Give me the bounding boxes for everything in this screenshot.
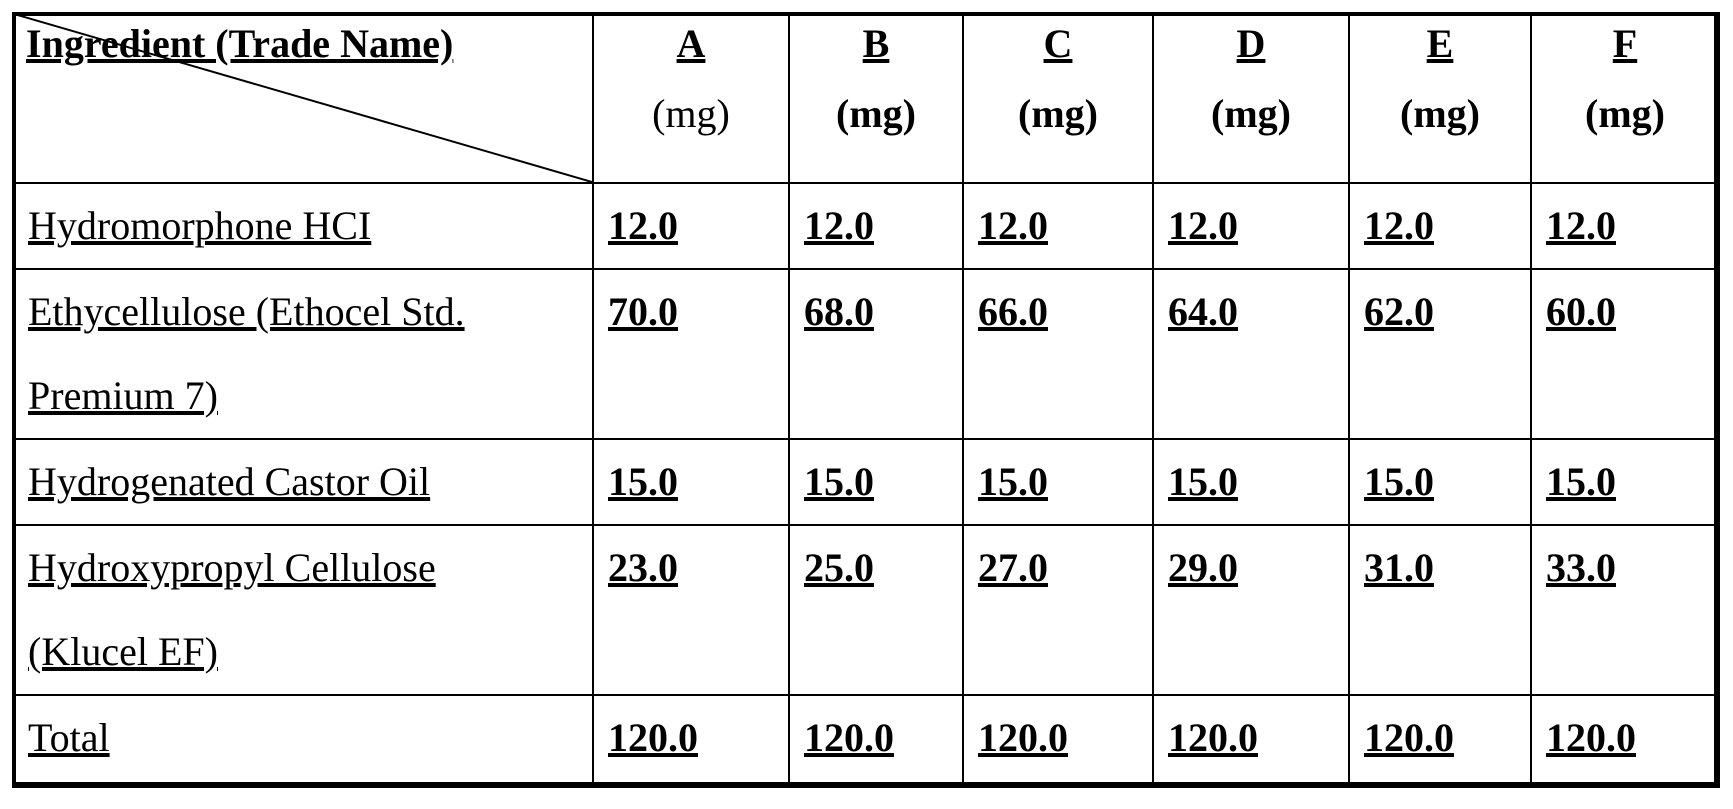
total-label: Total [28, 715, 110, 760]
ingredient-name-line-1: Ethycellulose (Ethocel Std. [28, 289, 465, 334]
column-unit: (mg) [1585, 91, 1665, 136]
column-unit: (mg) [652, 91, 730, 136]
ingredient-cell: Hydroxypropyl Cellulose (Klucel EF) [12, 524, 594, 696]
column-letter: F [1612, 21, 1638, 66]
column-header-d: D (mg) [1152, 12, 1350, 184]
value-cell: 33.0 [1530, 524, 1720, 696]
total-value-cell: 120.0 [788, 694, 964, 788]
column-letter: C [1043, 21, 1073, 66]
value-cell: 60.0 [1530, 268, 1720, 440]
value-cell: 12.0 [788, 182, 964, 270]
value-cell: 68.0 [788, 268, 964, 440]
total-value-cell: 120.0 [592, 694, 790, 788]
table-outer-border [12, 12, 1718, 786]
column-unit: (mg) [1018, 91, 1098, 136]
value-cell: 15.0 [1348, 438, 1532, 526]
column-header-a: A (mg) [592, 12, 790, 184]
table-row: Ethycellulose (Ethocel Std. Premium 7) 7… [12, 268, 1720, 440]
column-unit: (mg) [1400, 91, 1480, 136]
header-row: Ingredient (Trade Name) A (mg) B (mg) C … [12, 12, 1720, 184]
ingredient-cell: Hydrogenated Castor Oil [12, 438, 594, 526]
ingredient-name-line-1: Hydroxypropyl Cellulose [28, 545, 436, 590]
formulation-table: Ingredient (Trade Name) A (mg) B (mg) C … [12, 12, 1720, 788]
value-cell: 70.0 [592, 268, 790, 440]
ingredient-cell: Ethycellulose (Ethocel Std. Premium 7) [12, 268, 594, 440]
column-unit: (mg) [1211, 91, 1291, 136]
column-letter: E [1426, 21, 1454, 66]
ingredient-cell: Hydromorphone HCI [12, 182, 594, 270]
value-cell: 12.0 [1152, 182, 1350, 270]
value-cell: 15.0 [788, 438, 964, 526]
value-cell: 15.0 [1152, 438, 1350, 526]
total-value-cell: 120.0 [1530, 694, 1720, 788]
value-cell: 62.0 [1348, 268, 1532, 440]
value-cell: 25.0 [788, 524, 964, 696]
column-header-e: E (mg) [1348, 12, 1532, 184]
ingredient-name-line-2: Premium 7) [28, 373, 218, 418]
ingredient-name: Hydrogenated Castor Oil [28, 459, 431, 504]
column-header-c: C (mg) [962, 12, 1154, 184]
value-cell: 31.0 [1348, 524, 1532, 696]
total-value-cell: 120.0 [962, 694, 1154, 788]
value-cell: 27.0 [962, 524, 1154, 696]
total-row: Total 120.0 120.0 120.0 120.0 120.0 120.… [12, 694, 1720, 788]
column-letter: A [676, 21, 706, 66]
value-cell: 15.0 [962, 438, 1154, 526]
value-cell: 15.0 [1530, 438, 1720, 526]
table-row: Hydroxypropyl Cellulose (Klucel EF) 23.0… [12, 524, 1720, 696]
value-cell: 29.0 [1152, 524, 1350, 696]
value-cell: 12.0 [1348, 182, 1532, 270]
table-row: Hydrogenated Castor Oil 15.0 15.0 15.0 1… [12, 438, 1720, 526]
column-letter: D [1236, 21, 1266, 66]
value-cell: 12.0 [592, 182, 790, 270]
value-cell: 12.0 [1530, 182, 1720, 270]
column-unit: (mg) [836, 91, 916, 136]
ingredient-name: Hydromorphone HCI [28, 203, 372, 248]
ingredient-name-line-2: (Klucel EF) [28, 629, 218, 674]
ingredient-cell: Total [12, 694, 594, 788]
value-cell: 15.0 [592, 438, 790, 526]
total-value-cell: 120.0 [1152, 694, 1350, 788]
column-letter: B [862, 21, 890, 66]
value-cell: 64.0 [1152, 268, 1350, 440]
ingredient-header-label: Ingredient (Trade Name) [26, 21, 454, 66]
value-cell: 23.0 [592, 524, 790, 696]
value-cell: 12.0 [962, 182, 1154, 270]
total-value-cell: 120.0 [1348, 694, 1532, 788]
table-row: Hydromorphone HCI 12.0 12.0 12.0 12.0 12… [12, 182, 1720, 270]
column-header-b: B (mg) [788, 12, 964, 184]
value-cell: 66.0 [962, 268, 1154, 440]
